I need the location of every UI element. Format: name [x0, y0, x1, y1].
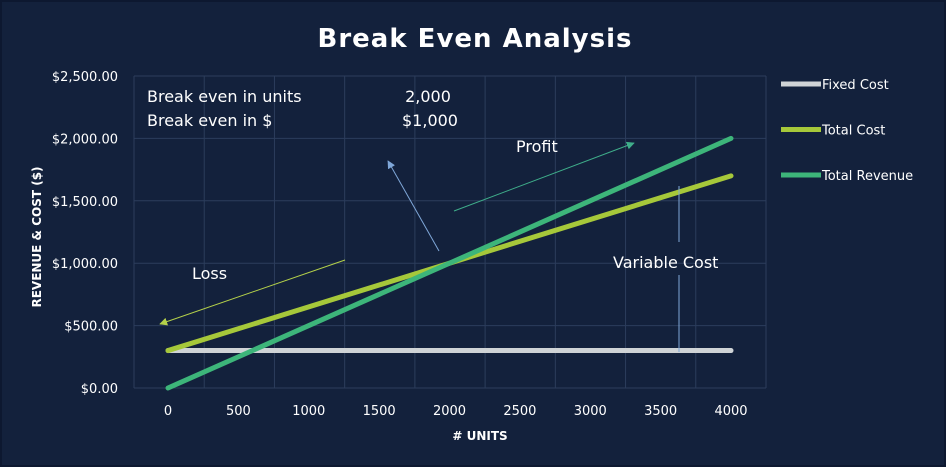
break-even-dollars-value: $1,000 — [402, 111, 458, 130]
legend-label: Fixed Cost — [822, 78, 889, 93]
loss-annotation: Loss — [192, 264, 227, 283]
x-tick-label: 1500 — [363, 404, 396, 419]
legend: Fixed Cost Total Cost Total Revenue — [781, 78, 913, 184]
variable-cost-annotation: Variable Cost — [613, 253, 718, 272]
y-tick-label: $500.00 — [64, 320, 118, 335]
y-axis-ticks: $0.00 $500.00 $1,000.00 $1,500.00 $2,000.00 $… — [52, 70, 118, 397]
x-tick-label: 2000 — [433, 404, 466, 419]
profit-arrow — [453, 141, 635, 212]
chart-title: Break Even Analysis — [318, 24, 633, 54]
y-tick-label: $1,000.00 — [52, 257, 118, 272]
x-tick-label: 3500 — [644, 404, 677, 419]
x-tick-label: 3000 — [574, 404, 607, 419]
legend-label: Total Revenue — [821, 169, 913, 184]
y-tick-label: $0.00 — [81, 382, 118, 397]
series-line-total-revenue — [165, 135, 734, 391]
x-tick-label: 0 — [164, 404, 172, 419]
y-tick-label: $1,500.00 — [52, 195, 118, 210]
loss-arrow — [159, 259, 346, 326]
break-even-dollars-label: Break even in $ — [147, 111, 272, 130]
x-tick-label: 4000 — [714, 404, 747, 419]
x-tick-label: 500 — [226, 404, 251, 419]
y-tick-label: $2,500.00 — [52, 70, 118, 85]
y-axis-label: REVENUE & COST ($) — [30, 166, 44, 307]
break-even-units-label: Break even in units — [147, 87, 302, 106]
gridlines — [133, 75, 767, 389]
y-tick-label: $2,000.00 — [52, 132, 118, 147]
profit-up-arrow — [387, 160, 440, 252]
x-tick-label: 2500 — [503, 404, 536, 419]
break-even-units-value: 2,000 — [405, 87, 451, 106]
x-tick-label: 1000 — [292, 404, 325, 419]
series-lines — [165, 135, 734, 391]
profit-annotation: Profit — [516, 137, 558, 156]
x-axis-ticks: 0 500 1000 1500 2000 2500 3000 3500 4000 — [164, 404, 748, 419]
legend-label: Total Cost — [821, 124, 885, 139]
x-axis-label: # UNITS — [452, 429, 507, 443]
